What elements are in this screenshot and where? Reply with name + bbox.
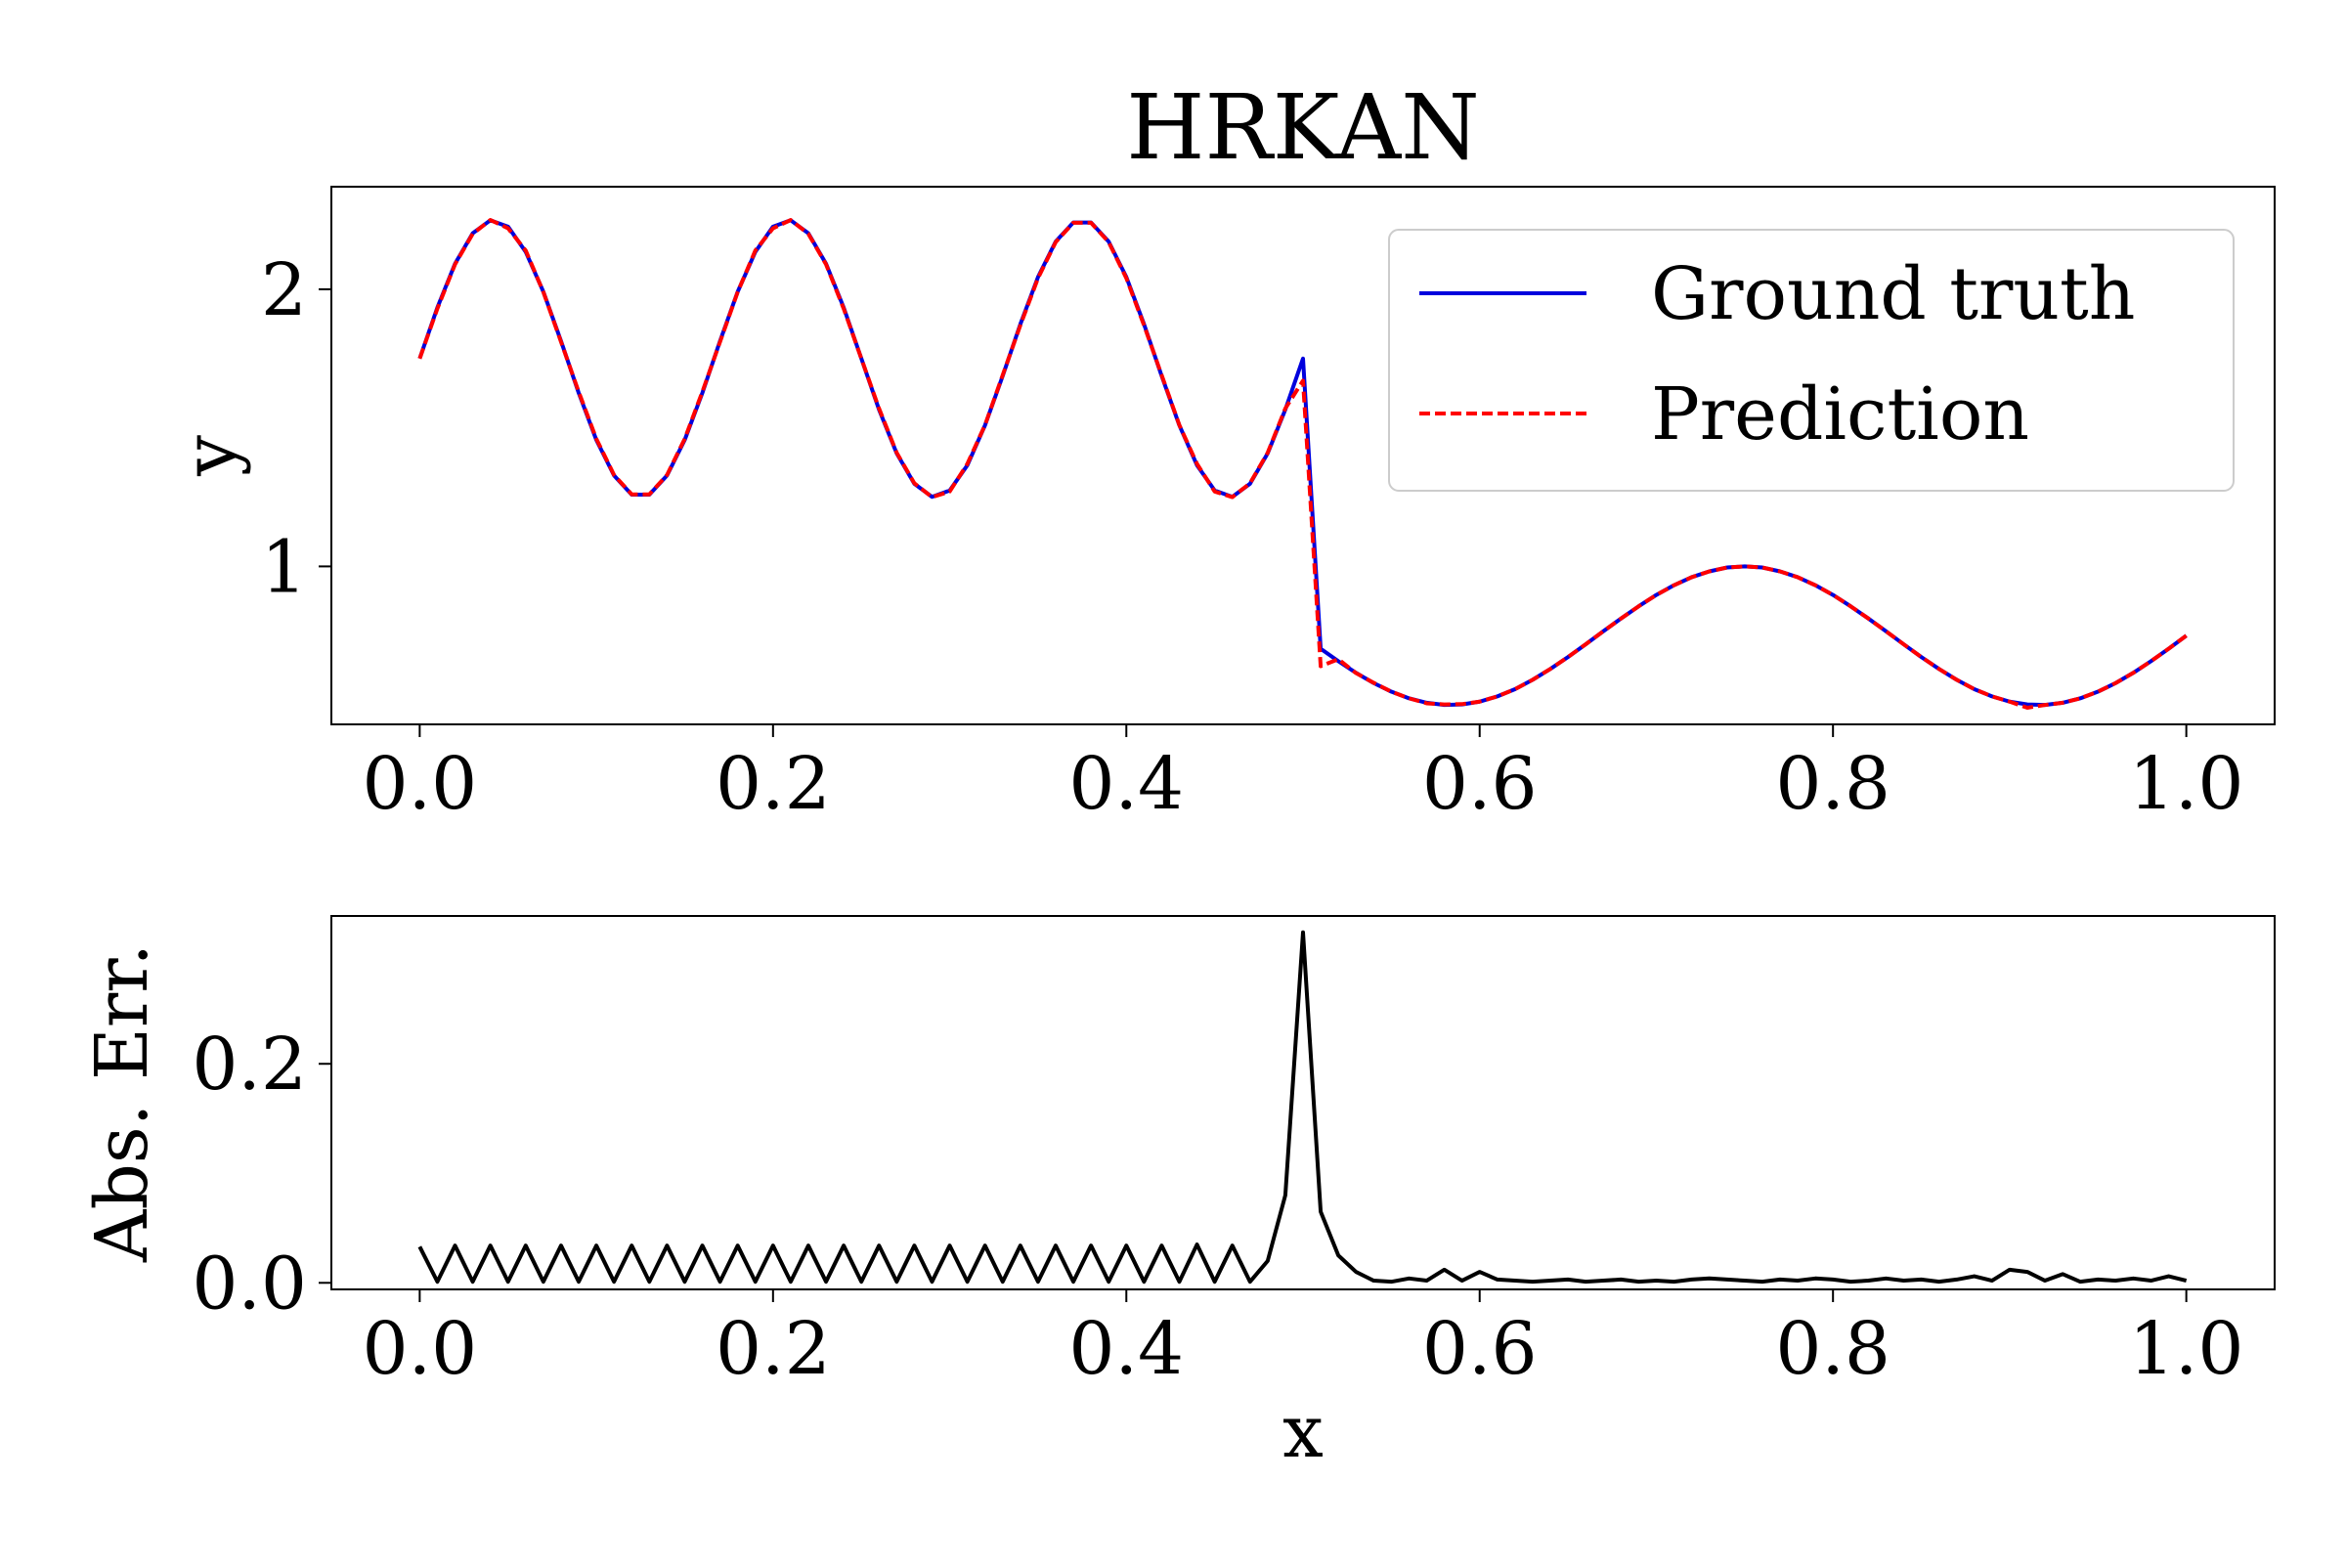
plot-frame bbox=[330, 915, 2276, 1290]
y-tick-label: 0.2 bbox=[192, 1023, 307, 1107]
x-tick-label: 0.4 bbox=[1068, 742, 1184, 826]
y-tick-label: 0.0 bbox=[192, 1241, 307, 1326]
x-tick-label: 0.2 bbox=[716, 742, 831, 826]
x-tick-label: 0.4 bbox=[1068, 1307, 1184, 1391]
y-axis-label: Abs. Err. bbox=[80, 943, 164, 1263]
data-line bbox=[417, 930, 2188, 1285]
x-tick-label: 0.0 bbox=[363, 742, 478, 826]
x-tick-label: 0.6 bbox=[1422, 1307, 1538, 1391]
legend-box bbox=[1388, 229, 2235, 492]
x-tick-label: 1.0 bbox=[2129, 742, 2244, 826]
legend-label: Ground truth bbox=[1651, 252, 2135, 336]
y-tick-label: 2 bbox=[261, 248, 307, 332]
x-axis-label: x bbox=[1282, 1390, 1324, 1474]
x-tick-label: 0.8 bbox=[1775, 1307, 1890, 1391]
data-line bbox=[417, 218, 2188, 710]
x-tick-label: 0.0 bbox=[363, 1307, 478, 1391]
y-tick-label: 1 bbox=[261, 525, 307, 609]
x-tick-label: 1.0 bbox=[2129, 1307, 2244, 1391]
plot-frame bbox=[330, 186, 2276, 725]
y-axis-label: y bbox=[168, 435, 252, 477]
x-tick-label: 0.8 bbox=[1775, 742, 1890, 826]
x-tick-label: 0.6 bbox=[1422, 742, 1538, 826]
chart-title: HRKAN bbox=[1126, 75, 1479, 180]
legend-label: Prediction bbox=[1651, 372, 2029, 457]
x-tick-label: 0.2 bbox=[716, 1307, 831, 1391]
